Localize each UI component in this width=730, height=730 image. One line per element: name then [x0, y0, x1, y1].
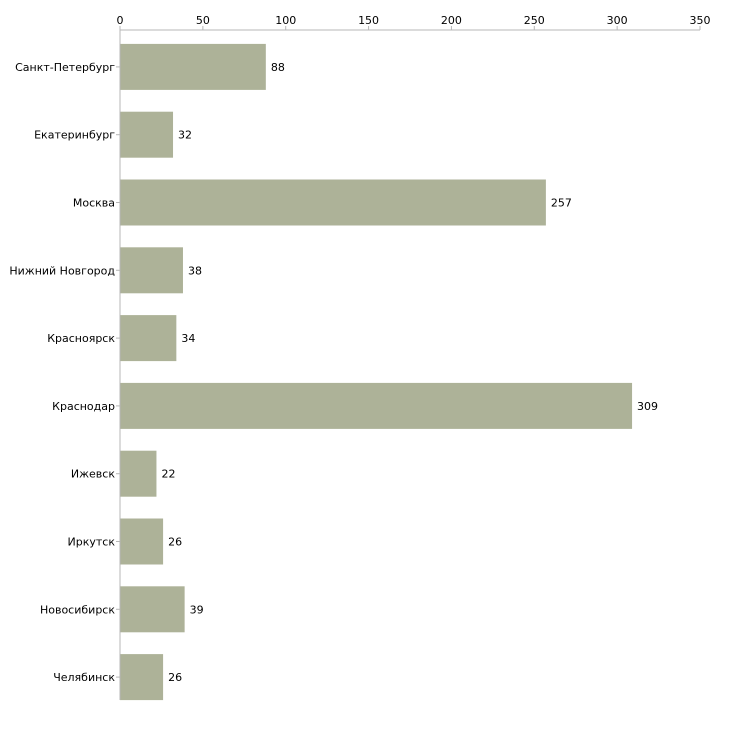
- bars: Санкт-Петербург 88 Екатеринбург 32 Москва 257…: [9, 43, 658, 701]
- x-tick-label: 300: [607, 14, 628, 27]
- category-label: Новосибирск: [40, 603, 115, 616]
- bar: [120, 450, 157, 497]
- data-label: 34: [181, 332, 195, 345]
- x-tick-label: 100: [275, 14, 296, 27]
- data-label: 26: [168, 671, 182, 684]
- x-tick-label: 200: [441, 14, 462, 27]
- data-label: 88: [271, 61, 285, 74]
- x-axis-ticks: 0 50 100 150 200 250 300 350: [117, 14, 711, 30]
- x-tick-label: 250: [524, 14, 545, 27]
- category-label: Москва: [73, 197, 115, 210]
- data-label: 39: [190, 603, 204, 616]
- x-tick-label: 150: [358, 14, 379, 27]
- bar: [120, 247, 183, 294]
- data-label: 257: [551, 197, 572, 210]
- bar: [120, 586, 185, 633]
- bar: [120, 654, 164, 701]
- bar: [120, 179, 546, 226]
- category-label: Иркутск: [68, 536, 116, 549]
- bar: [120, 382, 633, 429]
- bar: [120, 111, 174, 158]
- data-label: 309: [637, 400, 658, 413]
- x-tick-label: 50: [196, 14, 210, 27]
- category-label: Нижний Новгород: [9, 264, 115, 277]
- data-label: 26: [168, 536, 182, 549]
- bar: [120, 315, 177, 362]
- category-label: Краснодар: [52, 400, 115, 413]
- category-label: Ижевск: [71, 468, 115, 481]
- bar: [120, 43, 266, 90]
- category-label: Санкт-Петербург: [15, 61, 115, 74]
- bar: [120, 518, 164, 565]
- data-label: 22: [161, 468, 175, 481]
- data-label: 38: [188, 264, 202, 277]
- category-label: Челябинск: [53, 671, 115, 684]
- category-label: Екатеринбург: [34, 129, 115, 142]
- x-tick-label: 350: [690, 14, 711, 27]
- category-label: Красноярск: [47, 332, 115, 345]
- x-tick-label: 0: [117, 14, 124, 27]
- data-label: 32: [178, 129, 192, 142]
